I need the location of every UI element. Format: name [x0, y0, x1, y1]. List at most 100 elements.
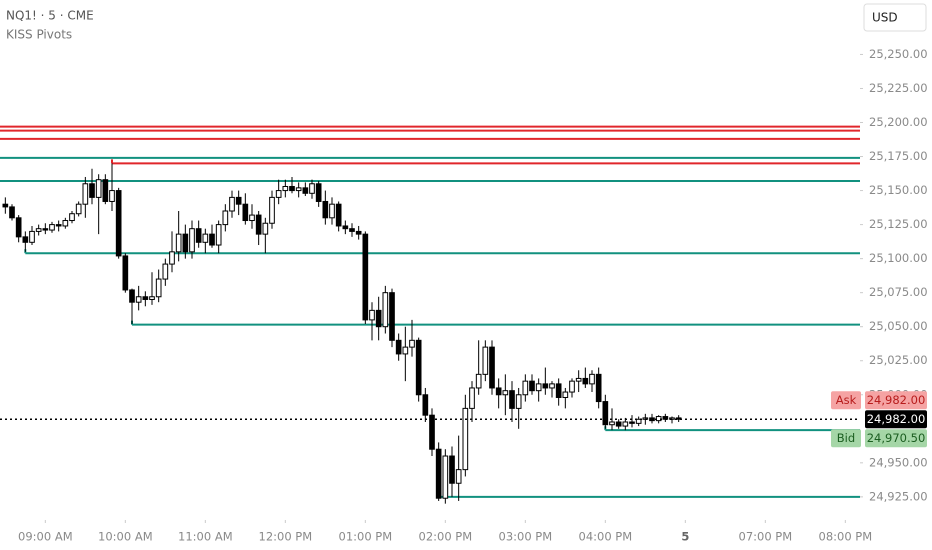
- candle-body: [549, 383, 555, 389]
- candle-body: [522, 380, 529, 396]
- candle-body: [535, 383, 542, 392]
- candle-body: [102, 179, 109, 202]
- candle-body: [415, 339, 422, 396]
- currency-button[interactable]: [863, 3, 927, 32]
- candle-body: [9, 206, 15, 219]
- candle-body: [169, 251, 175, 265]
- candle-body: [202, 233, 209, 243]
- candle-body: [375, 309, 382, 328]
- indicator-name: KISS Pivots: [6, 28, 72, 42]
- candle-body: [229, 196, 235, 212]
- x-tick-label: 04:00 PM: [579, 530, 633, 544]
- candle-body: [242, 203, 249, 222]
- candle-body: [22, 236, 29, 243]
- candle-body: [422, 394, 429, 416]
- candle-body: [435, 448, 442, 499]
- y-tick-label: 25,225.00: [869, 81, 928, 95]
- candle-body: [629, 421, 635, 424]
- candle-body: [455, 469, 462, 484]
- candle-body: [15, 217, 22, 238]
- candle-body: [109, 190, 115, 202]
- x-tick-label: 10:00 AM: [98, 530, 153, 544]
- x-tick-label: 03:00 PM: [499, 530, 553, 544]
- currency-label[interactable]: USD: [872, 11, 898, 25]
- last-price-box: [865, 410, 927, 429]
- candle-body: [55, 224, 62, 227]
- y-tick-label: 25,100.00: [869, 251, 928, 265]
- candle-body: [249, 214, 255, 222]
- last-price-label: 24,982.00: [867, 412, 926, 426]
- y-tick-label: 25,200.00: [869, 115, 928, 129]
- candle-body: [462, 407, 469, 471]
- candle-body: [449, 455, 455, 484]
- candle-body: [575, 377, 582, 382]
- candle-body: [89, 183, 95, 198]
- candle-body: [309, 183, 315, 194]
- y-tick-label: 24,925.00: [869, 489, 928, 503]
- candle-body: [429, 414, 435, 450]
- candle-body: [42, 228, 49, 231]
- bid-price-label: 24,970.50: [867, 431, 926, 445]
- candle-body: [409, 339, 415, 348]
- candle-body: [569, 380, 575, 393]
- candle-body: [589, 373, 595, 385]
- candle-body: [342, 225, 349, 230]
- candle-body: [362, 233, 369, 321]
- candle-body: [322, 200, 329, 219]
- candle-body: [315, 183, 322, 202]
- candle-body: [62, 220, 69, 227]
- y-tick-label: 25,075.00: [869, 285, 928, 299]
- candle-body: [495, 387, 502, 396]
- candle-body: [349, 228, 355, 232]
- candle-body: [129, 289, 135, 303]
- y-tick-label: 25,175.00: [869, 149, 928, 163]
- ask-name-box: [831, 391, 861, 410]
- candle-body: [389, 292, 395, 341]
- candle-body: [209, 233, 215, 246]
- candle-body: [635, 418, 642, 424]
- candle-body: [195, 228, 202, 243]
- y-tick-label: 25,250.00: [869, 47, 928, 61]
- candle-body: [149, 296, 155, 300]
- x-tick-label: 08:00 PM: [819, 530, 873, 544]
- candle-body: [615, 421, 622, 427]
- candle-body: [182, 233, 189, 253]
- ask-price-box: [865, 391, 927, 410]
- candle-body: [602, 401, 609, 426]
- candle-body: [469, 387, 475, 409]
- candle-body: [155, 278, 162, 298]
- candle-body: [115, 190, 122, 257]
- candle-body: [69, 213, 75, 222]
- candle-body: [282, 185, 289, 192]
- candle-body: [509, 390, 515, 409]
- candle-body: [295, 187, 302, 192]
- candle-body: [369, 309, 375, 321]
- candle-body: [215, 224, 222, 246]
- candle-body: [269, 196, 275, 224]
- candle-body: [609, 421, 615, 426]
- ask-price-label: 24,982.00: [867, 393, 926, 407]
- candle-body: [622, 421, 629, 427]
- candle-body: [162, 263, 169, 280]
- candle-body: [135, 296, 142, 303]
- candle-body: [189, 228, 195, 253]
- ask-name: Ask: [836, 393, 857, 407]
- candle-body: [502, 390, 509, 396]
- candle-body: [529, 380, 535, 392]
- candle-body: [555, 383, 562, 398]
- candle-body: [142, 296, 149, 300]
- y-tick-label: 24,950.00: [869, 455, 928, 469]
- candle-body: [542, 383, 549, 389]
- candle-body: [302, 187, 309, 194]
- x-tick-label: 02:00 PM: [419, 530, 473, 544]
- candle-body: [475, 373, 482, 389]
- candle-body: [582, 377, 589, 385]
- y-tick-label: 25,125.00: [869, 217, 928, 231]
- bid-price-box: [865, 429, 927, 448]
- candle-body: [275, 190, 282, 198]
- candle-body: [355, 230, 362, 235]
- candle-body: [515, 394, 522, 409]
- bid-name: Bid: [837, 431, 855, 445]
- y-tick-label: 25,150.00: [869, 183, 928, 197]
